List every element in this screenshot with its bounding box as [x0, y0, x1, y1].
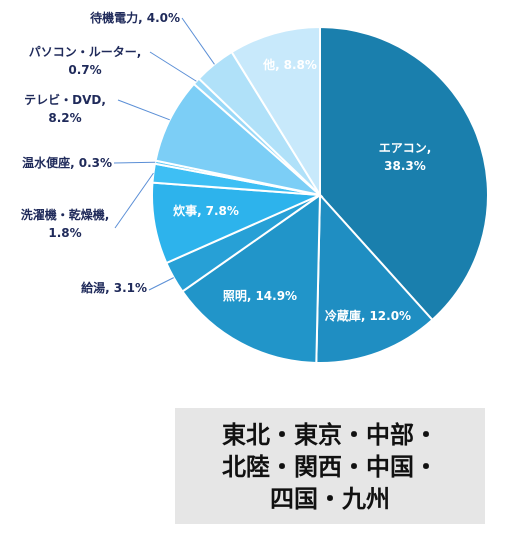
label-value: 1.8% — [48, 226, 81, 240]
label-name: エアコン, — [379, 141, 432, 155]
data-label: 照明, 14.9% — [223, 288, 297, 303]
note-box — [175, 408, 485, 524]
leader-line — [149, 51, 197, 82]
label-name: テレビ・DVD, — [24, 92, 106, 107]
data-label: 給湯, 3.1% — [81, 280, 147, 295]
pie-slice — [230, 25, 321, 199]
note-line: 東北・東京・中部・ — [222, 421, 438, 449]
note-line: 北陸・関西・中国・ — [222, 453, 438, 481]
label-name: パソコン・ルーター, — [29, 45, 142, 59]
label-name: 給湯, — [81, 280, 110, 295]
pie-slice — [315, 192, 434, 364]
leader-line — [113, 161, 156, 164]
leader-line — [148, 277, 174, 291]
label-value: 12.0% — [369, 309, 411, 323]
leader-line — [114, 172, 154, 229]
label-value: 8.2% — [48, 111, 81, 125]
label-value: 7.8% — [206, 204, 239, 218]
pie-slice — [319, 25, 489, 322]
label-value: 8.8% — [284, 58, 317, 72]
data-label: テレビ・DVD, 8.2% — [24, 92, 106, 125]
label-value: 3.1% — [114, 281, 147, 295]
label-name: 照明, — [223, 288, 252, 303]
data-label: 温水便座, 0.3% — [22, 155, 112, 170]
data-label: 冷蔵庫, 12.0% — [325, 308, 411, 323]
data-label: エアコン, 38.3% — [379, 141, 432, 173]
data-label: 待機電力, 4.0% — [90, 10, 180, 25]
label-name: 待機電力, — [90, 10, 143, 25]
label-value: 0.3% — [79, 156, 112, 170]
label-name: 温水便座, — [22, 155, 75, 170]
leader-line — [181, 17, 215, 65]
leader-line — [117, 99, 170, 121]
data-label: 炊事, 7.8% — [173, 203, 239, 218]
label-name: 他, — [262, 57, 280, 72]
data-label: パソコン・ルーター, 0.7% — [29, 45, 142, 77]
label-name: 冷蔵庫, — [325, 308, 366, 323]
data-label: 他, 8.8% — [262, 57, 317, 72]
note-line: 四国・九州 — [270, 485, 390, 513]
label-value: 38.3% — [384, 159, 426, 173]
label-value: 0.7% — [68, 63, 101, 77]
label-value: 14.9% — [255, 289, 297, 303]
label-name: 洗濯機・乾燥機, — [21, 207, 110, 222]
pie-slice — [154, 82, 324, 197]
data-label: 洗濯機・乾燥機, 1.8% — [21, 207, 110, 240]
label-value: 4.0% — [147, 11, 180, 25]
label-name: 炊事, — [173, 203, 202, 218]
pie-slice — [181, 193, 322, 364]
